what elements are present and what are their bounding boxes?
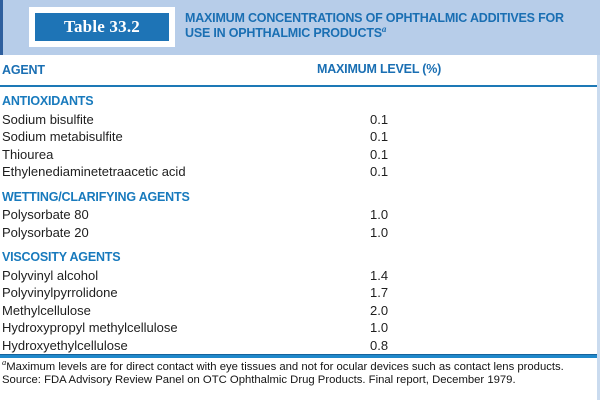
agent-cell: Methylcellulose bbox=[2, 302, 91, 318]
level-cell: 1.0 bbox=[370, 320, 389, 335]
agent-cell: Sodium bisulfite bbox=[2, 111, 94, 127]
footnote-source: Source: FDA Advisory Review Panel on OTC… bbox=[2, 373, 516, 386]
table-title-superscript: a bbox=[381, 23, 387, 34]
table-title-text: MAXIMUM CONCENTRATIONS OF OPHTHALMIC ADD… bbox=[185, 11, 564, 40]
footnote-note-text: Maximum levels are for direct contact wi… bbox=[6, 361, 564, 373]
level-cell: 1.4 bbox=[370, 267, 389, 283]
table-bottom-rule bbox=[0, 354, 597, 358]
agent-cell: Ethylenediaminetetraacetic acid bbox=[2, 164, 186, 179]
column-header-row: AGENT MAXIMUM LEVEL (%) bbox=[0, 55, 597, 87]
agent-cell: Polysorbate 80 bbox=[2, 207, 89, 222]
table-row: Thiourea 0.1 bbox=[2, 146, 600, 164]
table-row: Polyvinylpyrrolidone 1.7 bbox=[2, 284, 600, 302]
section-header: ANTIOXIDANTS bbox=[2, 94, 94, 108]
table-section: WETTING/CLARIFYING AGENTS Polysorbate 80… bbox=[2, 189, 600, 242]
level-cell: 0.8 bbox=[370, 337, 389, 353]
level-cell: 1.0 bbox=[370, 207, 389, 222]
table-row: Hydroxypropyl methylcellulose 1.0 bbox=[2, 319, 600, 337]
level-cell: 1.7 bbox=[370, 285, 389, 300]
level-cell: 0.1 bbox=[370, 111, 389, 127]
table-row: Methylcellulose 2.0 bbox=[2, 302, 600, 320]
table-row: Polysorbate 20 1.0 bbox=[2, 224, 600, 242]
table-header-band: Table 33.2 MAXIMUM CONCENTRATIONS OF OPH… bbox=[0, 0, 600, 55]
agent-cell: Hydroxyethylcellulose bbox=[2, 337, 128, 353]
column-header-level: MAXIMUM LEVEL (%) bbox=[317, 62, 442, 76]
level-cell: 0.1 bbox=[370, 146, 389, 162]
agent-cell: Polysorbate 20 bbox=[2, 224, 89, 240]
table-section: VISCOSITY AGENTS Polyvinyl alcohol 1.4 P… bbox=[2, 249, 600, 354]
table-label: Table 33.2 bbox=[35, 13, 169, 41]
section-header: WETTING/CLARIFYING AGENTS bbox=[2, 189, 190, 204]
scan-edge-strip bbox=[597, 0, 600, 400]
agent-cell: Polyvinylpyrrolidone bbox=[2, 285, 118, 300]
table-row: Polysorbate 80 1.0 bbox=[2, 206, 600, 224]
column-header-agent: AGENT bbox=[2, 63, 45, 77]
level-cell: 0.1 bbox=[370, 129, 389, 144]
table-label-frame: Table 33.2 bbox=[29, 7, 175, 47]
table-row: Hydroxyethylcellulose 0.8 bbox=[2, 337, 600, 355]
table-row: Polyvinyl alcohol 1.4 bbox=[2, 267, 600, 285]
table-row: Sodium bisulfite 0.1 bbox=[2, 111, 600, 129]
table-row: Ethylenediaminetetraacetic acid 0.1 bbox=[2, 163, 600, 181]
footnote-superscript: a bbox=[2, 357, 7, 368]
level-cell: 1.0 bbox=[370, 224, 389, 240]
section-header: VISCOSITY AGENTS bbox=[2, 250, 121, 264]
footnote-note: aMaximum levels are for direct contact w… bbox=[2, 358, 590, 374]
level-cell: 0.1 bbox=[370, 164, 389, 179]
agent-cell: Polyvinyl alcohol bbox=[2, 267, 99, 283]
level-cell: 2.0 bbox=[370, 302, 389, 318]
agent-cell: Hydroxypropyl methylcellulose bbox=[2, 320, 178, 335]
agent-cell: Thiourea bbox=[2, 146, 54, 162]
footnotes: aMaximum levels are for direct contact w… bbox=[0, 358, 600, 387]
table-title: MAXIMUM CONCENTRATIONS OF OPHTHALMIC ADD… bbox=[185, 11, 570, 41]
table-body: ANTIOXIDANTS Sodium bisulfite 0.1 Sodium… bbox=[0, 93, 600, 354]
agent-cell: Sodium metabisulfite bbox=[2, 129, 123, 144]
table-section: ANTIOXIDANTS Sodium bisulfite 0.1 Sodium… bbox=[2, 93, 600, 181]
table-row: Sodium metabisulfite 0.1 bbox=[2, 128, 600, 146]
